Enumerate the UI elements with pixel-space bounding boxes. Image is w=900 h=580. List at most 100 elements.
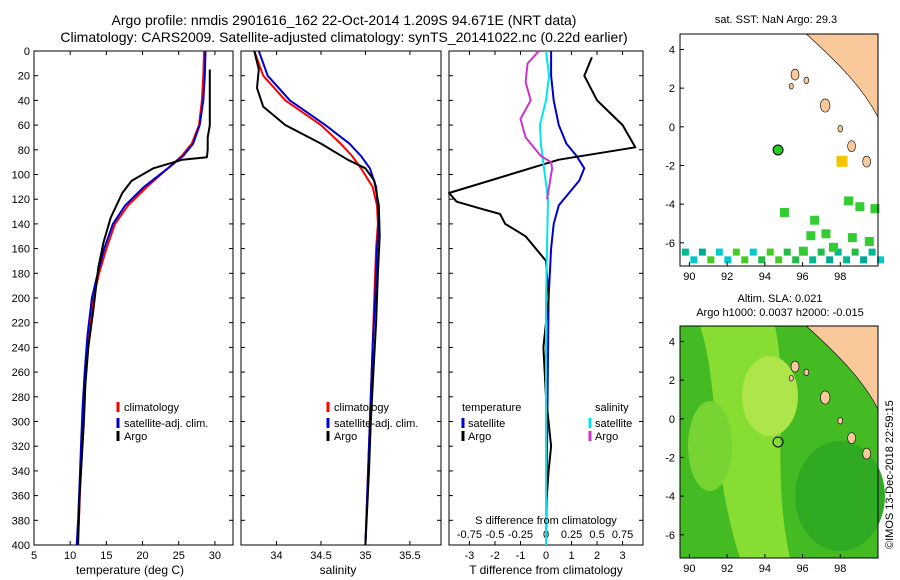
island [788, 83, 794, 90]
sst-pixel [732, 248, 740, 256]
sst-pixel [758, 256, 766, 264]
y-tick-label: 20 [18, 71, 30, 83]
difference-panel: -3 -2 -1 0 1 2 3-0.75 -0.5 -0.25 0 0.25 0.5 0.75 [448, 50, 644, 562]
sst-pixel [792, 256, 800, 264]
sst-pixel [715, 248, 723, 256]
y-tick-label: 80 [18, 145, 30, 157]
y-tick-label: 280 [12, 392, 30, 404]
y-tick-label: 60 [18, 120, 30, 132]
temperature-legend: climatology satellite-adj. clim. Argo [116, 402, 208, 443]
sla-map-subtitle: Argo h1000: 0.0037 h2000: -0.015 [696, 307, 864, 319]
sst-pixel [806, 231, 816, 241]
y-tick-label: 160 [12, 244, 30, 256]
difference-legend: temperature satellite Argo salinity sate… [461, 402, 632, 443]
y-tick-label: 240 [12, 342, 30, 354]
legend-label-s-satellite: satellite [595, 418, 632, 430]
legend-label-argo: Argo [124, 431, 147, 443]
series-line-satellite-adj-clim- [75, 50, 207, 546]
island [803, 76, 810, 84]
x2-tick-label: -0.25 [508, 529, 533, 541]
legend-label-t-argo: Argo [468, 431, 491, 443]
map-x-tick-label: 96 [796, 563, 808, 575]
argo-position-marker [772, 144, 784, 156]
map-y-tick-label: -6 [665, 530, 675, 542]
legend-title-salinity: salinity [595, 402, 629, 414]
sla-map-panel: 90 92 94 96 98 -6 -4 -2 0 2 4 [665, 325, 885, 575]
island [803, 368, 810, 377]
y-tick-label: 120 [12, 194, 30, 206]
imos-credit: ©IMOS 13-Dec-2018 22:59:15 [884, 400, 896, 549]
y-tick-label: 40 [18, 95, 30, 107]
x-tick-label: -3 [465, 550, 475, 562]
x2-tick-label: -0.5 [485, 529, 504, 541]
island [862, 155, 871, 168]
sst-pixel [698, 248, 706, 256]
map-y-tick-label: 2 [669, 375, 675, 387]
sst-pixel [843, 256, 851, 264]
legend-title-temperature: temperature [462, 402, 521, 414]
sst-pixel [834, 248, 842, 256]
map-x-tick-label: 94 [759, 271, 771, 283]
x-tick-label: 35 [359, 550, 371, 562]
map-x-tick-label: 96 [796, 271, 808, 283]
plot-frame [240, 50, 442, 546]
sst-pixel [828, 242, 838, 252]
legend-label-satellite: satellite-adj. clim. [124, 418, 208, 430]
y-tick-label: 400 [12, 540, 30, 552]
sst-map-title: sat. SST: NaN Argo: 29.3 [715, 14, 837, 26]
temperature-xlabel: temperature (deg C) [76, 563, 184, 577]
sst-pixel [681, 248, 689, 256]
series-line-t-argo [448, 56, 637, 545]
legend-label-climatology: climatology [124, 402, 180, 414]
map-y-tick-label: 0 [669, 414, 675, 426]
map-y-tick-label: 0 [669, 122, 675, 134]
title-line-2: Climatology: CARS2009. Satellite-adjuste… [60, 29, 627, 45]
sst-pixel [741, 256, 749, 264]
series-line-t-satellite [545, 51, 586, 546]
sst-pixel [724, 256, 732, 264]
map-x-tick-label: 94 [759, 563, 771, 575]
island [820, 98, 831, 113]
x2-tick-label: 0.5 [589, 529, 604, 541]
x-tick-label: 34.5 [310, 550, 331, 562]
salinity-panel: 34 34.5 35 35.5 [240, 50, 442, 562]
x-tick-label: 35.5 [399, 550, 420, 562]
island [837, 125, 843, 133]
sst-pixel [870, 204, 880, 214]
island [862, 447, 871, 460]
x-tick-label: 1 [568, 550, 574, 562]
legend-label-satellite: satellite-adj. clim. [334, 418, 418, 430]
sst-pixel [864, 237, 874, 246]
y-tick-label: 320 [12, 441, 30, 453]
x2-tick-label: 0.25 [561, 529, 582, 541]
x-tick-label: 20 [136, 550, 148, 562]
map-y-tick-label: -2 [665, 160, 675, 172]
map-y-tick-label: 4 [669, 44, 675, 56]
y-tick-label: 260 [12, 367, 30, 379]
y-tick-label: 200 [12, 293, 30, 305]
map-y-tick-label: -6 [665, 238, 675, 250]
y-tick-label: 100 [12, 170, 30, 182]
island [790, 68, 800, 81]
map-x-tick-label: 90 [683, 563, 695, 575]
y-tick-label: 220 [12, 318, 30, 330]
y-tick-label: 340 [12, 466, 30, 478]
sst-pixel [877, 256, 885, 264]
x-tick-label: 2 [594, 550, 600, 562]
series-line-argo [253, 50, 381, 546]
x2-tick-label: -0.75 [457, 529, 482, 541]
sst-pixel [817, 248, 825, 256]
series-line-s-satellite [538, 50, 551, 545]
sst-pixel [868, 248, 876, 256]
island [820, 390, 831, 405]
sla-map-title: Altim. SLA: 0.021 [738, 293, 823, 305]
sst-pixel [779, 208, 789, 217]
map-y-tick-label: 4 [669, 336, 675, 348]
sst-pixel [798, 246, 808, 256]
y-tick-label: 300 [12, 417, 30, 429]
x-tick-label: 3 [620, 550, 626, 562]
x-tick-label: 5 [31, 550, 37, 562]
x-tick-label: 34 [270, 550, 282, 562]
sst-pixel [826, 256, 834, 264]
sst-pixel [809, 256, 817, 264]
